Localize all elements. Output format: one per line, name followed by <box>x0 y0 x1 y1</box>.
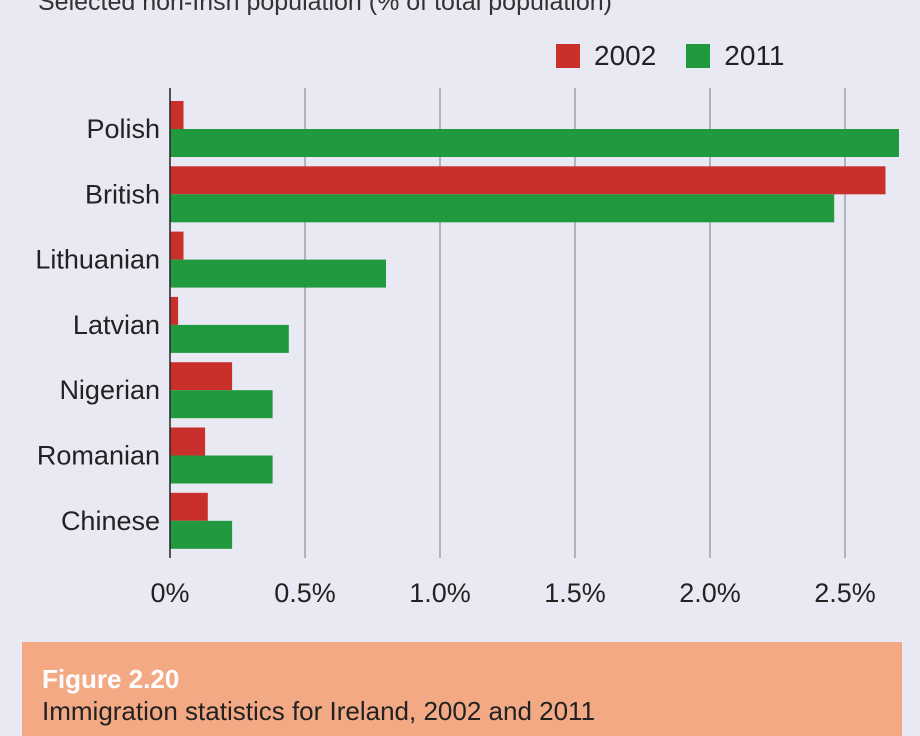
caption-text: Immigration statistics for Ireland, 2002… <box>42 696 596 726</box>
legend-label-2011: 2011 <box>724 40 785 71</box>
x-tick-label-4: 2.0% <box>679 578 741 608</box>
legend-item-2011: 2011 <box>686 40 785 72</box>
bar-polish-2002 <box>170 101 184 129</box>
category-label-nigerian: Nigerian <box>59 375 160 405</box>
bar-lithuanian-2011 <box>170 259 386 288</box>
legend-swatch-2011 <box>686 44 711 68</box>
x-tick-label-3: 1.5% <box>544 578 606 608</box>
caption-heading: Figure 2.20 <box>42 664 180 694</box>
category-label-latvian: Latvian <box>73 310 160 340</box>
bar-lithuanian-2002 <box>170 231 184 260</box>
bar-romanian-2002 <box>170 427 206 456</box>
category-label-british: British <box>85 179 160 209</box>
legend-label-2002: 2002 <box>594 40 657 71</box>
bar-nigerian-2002 <box>170 362 233 391</box>
category-label-romanian: Romanian <box>37 441 160 471</box>
bar-latvian-2011 <box>170 324 289 353</box>
bar-nigerian-2011 <box>170 390 273 419</box>
x-tick-label-1: 0.5% <box>274 578 336 608</box>
bar-chinese-2011 <box>170 520 233 549</box>
legend: 2002 2011 <box>556 40 815 72</box>
legend-swatch-2002 <box>556 44 580 68</box>
x-tick-label-2: 1.0% <box>409 578 471 608</box>
chart-title: Selected non-Irish population (% of tota… <box>38 0 612 16</box>
x-tick-label-0: 0% <box>150 578 189 608</box>
bar-british-2002 <box>170 166 886 195</box>
x-tick-label-5: 2.5% <box>814 578 876 608</box>
bar-british-2011 <box>170 194 835 223</box>
bar-chart: Polish British Lithuanian Latvian Nigerian Ro… <box>35 88 899 608</box>
bar-polish-2011 <box>170 129 899 157</box>
bar-latvian-2002 <box>170 296 179 325</box>
category-label-chinese: Chinese <box>61 506 160 536</box>
bar-romanian-2011 <box>170 455 273 484</box>
figure-caption: Figure 2.20 Immigration statistics for I… <box>22 642 902 736</box>
category-label-polish: Polish <box>86 114 160 144</box>
category-label-lithuanian: Lithuanian <box>35 245 160 275</box>
legend-item-2002: 2002 <box>556 40 656 72</box>
bar-chinese-2002 <box>170 492 208 521</box>
